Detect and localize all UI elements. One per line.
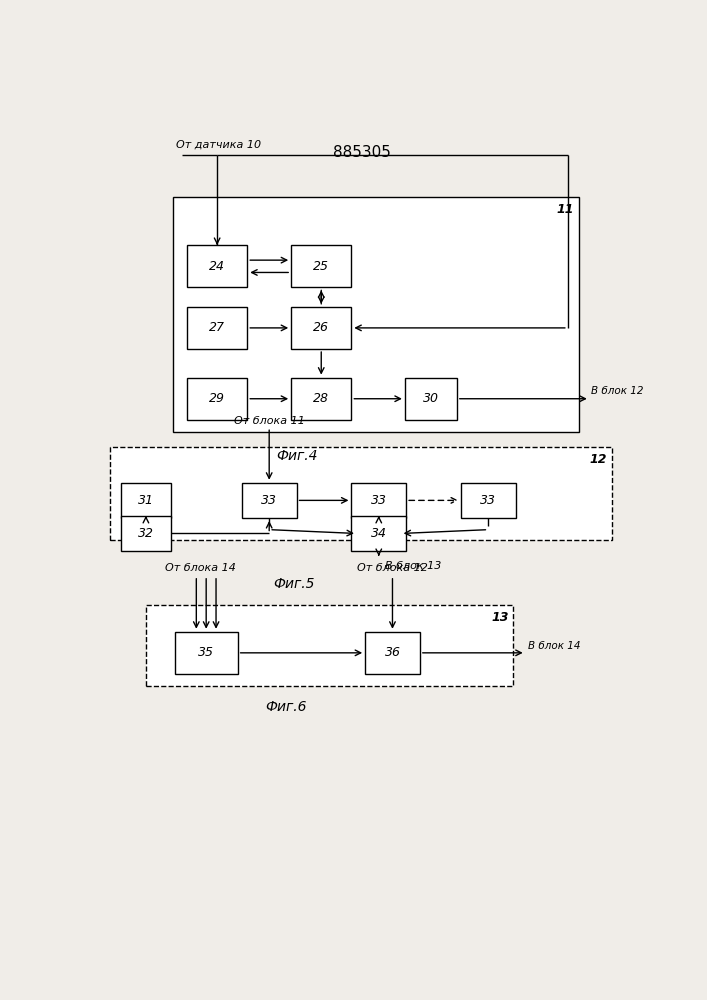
Text: 11: 11: [557, 203, 574, 216]
Text: 33: 33: [370, 494, 387, 507]
Bar: [405, 378, 457, 420]
Text: 34: 34: [370, 527, 387, 540]
Bar: [351, 483, 407, 518]
Bar: [291, 245, 351, 287]
Bar: [291, 307, 351, 349]
Text: Фиг.4: Фиг.4: [276, 449, 317, 463]
Text: 27: 27: [209, 321, 225, 334]
Text: 33: 33: [480, 494, 496, 507]
Bar: [291, 378, 351, 420]
Text: 29: 29: [209, 392, 225, 405]
Text: 13: 13: [491, 611, 508, 624]
Text: 24: 24: [209, 260, 225, 273]
Text: В блок 12: В блок 12: [591, 386, 644, 396]
Text: От датчика 10: От датчика 10: [176, 140, 261, 150]
Bar: [146, 605, 513, 686]
Bar: [122, 483, 170, 518]
Text: 30: 30: [423, 392, 439, 405]
Bar: [351, 516, 407, 551]
Text: От блока 11: От блока 11: [234, 416, 305, 426]
Bar: [187, 307, 247, 349]
Bar: [110, 447, 612, 540]
Text: 32: 32: [138, 527, 154, 540]
Bar: [175, 632, 238, 674]
Text: 12: 12: [590, 453, 607, 466]
Text: 28: 28: [313, 392, 329, 405]
Text: 36: 36: [385, 646, 400, 659]
Text: 31: 31: [138, 494, 154, 507]
Text: 33: 33: [261, 494, 277, 507]
Text: 25: 25: [313, 260, 329, 273]
Text: От блока 12: От блока 12: [357, 563, 428, 573]
Bar: [242, 483, 297, 518]
Text: 26: 26: [313, 321, 329, 334]
Text: 35: 35: [198, 646, 214, 659]
Text: От блока 14: От блока 14: [165, 563, 236, 573]
Bar: [461, 483, 515, 518]
Bar: [365, 632, 420, 674]
Bar: [122, 516, 170, 551]
Text: В блок 13: В блок 13: [385, 561, 442, 571]
Bar: [187, 245, 247, 287]
Text: В блок 14: В блок 14: [528, 641, 580, 651]
Bar: [173, 197, 579, 432]
Text: 885305: 885305: [334, 145, 391, 160]
Bar: [187, 378, 247, 420]
Text: Фиг.5: Фиг.5: [273, 577, 315, 591]
Text: Фиг.6: Фиг.6: [265, 700, 306, 714]
